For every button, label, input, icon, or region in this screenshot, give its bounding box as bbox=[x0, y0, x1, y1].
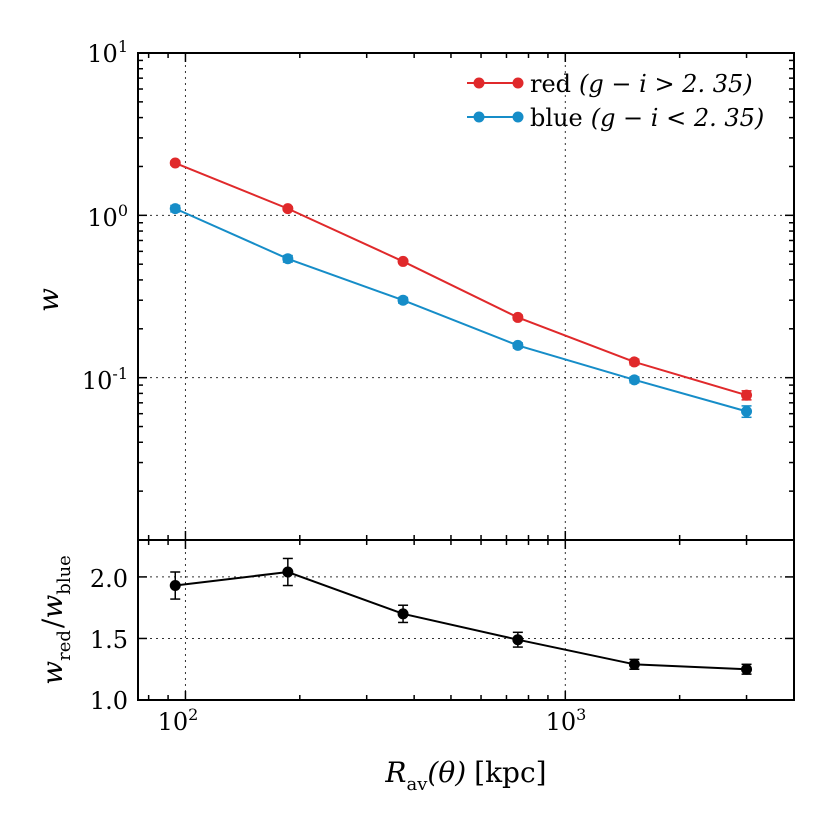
top-series bbox=[169, 157, 753, 419]
ratio-data-point bbox=[628, 658, 640, 670]
red-data-point bbox=[512, 311, 524, 323]
red-data-point bbox=[169, 157, 181, 169]
ratio-series-line bbox=[175, 570, 747, 671]
top-ytick-label-10: 101 bbox=[87, 37, 128, 68]
ratio-data-point bbox=[169, 580, 181, 592]
top-ytick-label-0.1: 10-1 bbox=[82, 364, 128, 395]
red-data-point bbox=[282, 203, 294, 215]
blue-series-line bbox=[174, 207, 747, 413]
xlabel: Rav(θ) [kpc] bbox=[384, 756, 546, 795]
red-data-point bbox=[741, 389, 753, 401]
legend-blue-marker-left bbox=[473, 111, 485, 123]
bottom-series bbox=[169, 557, 753, 675]
ratio-data-point bbox=[282, 566, 294, 578]
red-data-point bbox=[397, 255, 409, 267]
blue-data-point bbox=[512, 339, 524, 351]
red-data-point bbox=[628, 356, 640, 368]
ratio-data-point bbox=[512, 634, 524, 646]
legend-red-marker-left bbox=[473, 77, 485, 89]
legend-red-label: red (g − i > 2. 35) bbox=[530, 70, 753, 98]
legend-blue-marker-right bbox=[512, 111, 524, 123]
blue-data-point bbox=[628, 374, 640, 386]
blue-data-point bbox=[397, 294, 409, 306]
top-ytick-label-1: 100 bbox=[87, 201, 128, 232]
ratio-data-point bbox=[741, 663, 753, 675]
bottom-panel: 1.0 1.5 2.0 102 103 wred/wblue Rav(θ) [kp… bbox=[36, 539, 795, 795]
blue-data-point bbox=[169, 203, 181, 215]
legend-red-marker-right bbox=[512, 77, 524, 89]
xtick-label-1000: 103 bbox=[546, 705, 587, 736]
bottom-ytick-label-1.5: 1.5 bbox=[90, 626, 128, 654]
red-series-line bbox=[174, 162, 747, 397]
legend-blue-label: blue (g − i < 2. 35) bbox=[530, 104, 764, 132]
ratio-data-point bbox=[397, 608, 409, 620]
bottom-ytick-label-2.0: 2.0 bbox=[90, 565, 128, 593]
xtick-label-100: 102 bbox=[158, 705, 199, 736]
bottom-ytick-label-1.0: 1.0 bbox=[90, 687, 128, 715]
bottom-grid bbox=[138, 540, 794, 701]
legend: red (g − i > 2. 35) blue (g − i < 2. 35) bbox=[467, 70, 764, 132]
bottom-plot-frame bbox=[137, 539, 795, 701]
blue-data-point bbox=[282, 253, 294, 265]
top-ylabel: w bbox=[32, 288, 65, 312]
bottom-ylabel: wred/wblue bbox=[36, 555, 75, 685]
top-panel: 101 100 10-1 w red (g − i > 2. 35) blue (g… bbox=[32, 37, 795, 541]
blue-data-point bbox=[741, 405, 753, 417]
bottom-ticks bbox=[138, 540, 795, 701]
